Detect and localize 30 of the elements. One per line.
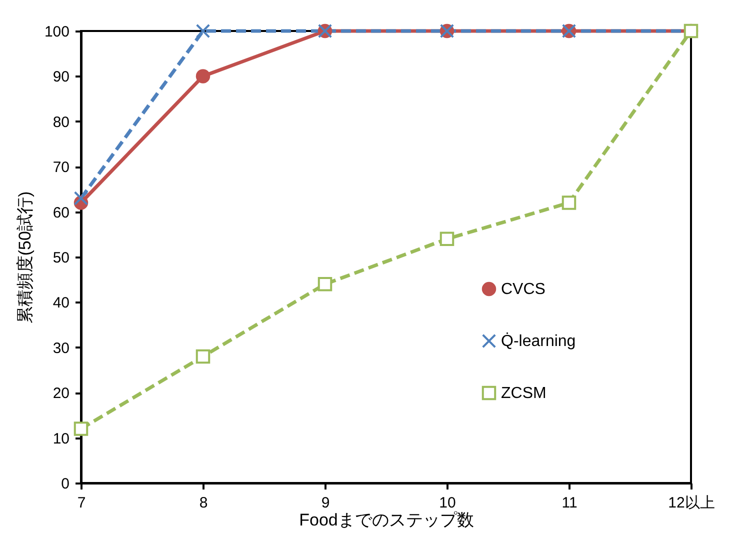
point xyxy=(196,349,210,364)
legend-label: ZCSM xyxy=(501,385,546,402)
point xyxy=(196,24,210,38)
y-tick-label: 40 xyxy=(52,294,70,312)
y-tick-label: 80 xyxy=(52,114,70,131)
legend-label: Q̇-learning xyxy=(501,332,576,350)
y-tick-label: 100 xyxy=(44,24,70,40)
x-tick-label: 7 xyxy=(77,494,86,512)
x-tick-label: 8 xyxy=(199,494,208,512)
point xyxy=(562,196,576,210)
y-tick-label: 70 xyxy=(52,159,70,176)
point xyxy=(440,232,454,246)
x-tick-label: 9 xyxy=(321,494,330,512)
y-tick-label: 20 xyxy=(52,385,70,402)
y-tick-label: 90 xyxy=(52,68,70,86)
legend-label: CVCS xyxy=(501,281,546,298)
x-axis-title: Foodまでのステップ数 xyxy=(299,510,474,530)
x-tick-label: 11 xyxy=(562,494,578,512)
x-tick-label: 10 xyxy=(439,494,456,512)
y-tick-label: 50 xyxy=(52,250,70,266)
y-tick-label: 30 xyxy=(52,340,70,357)
y-axis-title: 累積頻度(50試行) xyxy=(15,191,34,324)
y-tick-label: 0 xyxy=(61,476,70,492)
x-tick-label: 12以上 xyxy=(668,494,715,512)
point xyxy=(74,191,88,206)
y-tick-label: 60 xyxy=(52,204,70,222)
point xyxy=(196,69,210,84)
point xyxy=(318,276,332,292)
point xyxy=(74,422,88,436)
y-tick-label: 10 xyxy=(52,430,70,448)
